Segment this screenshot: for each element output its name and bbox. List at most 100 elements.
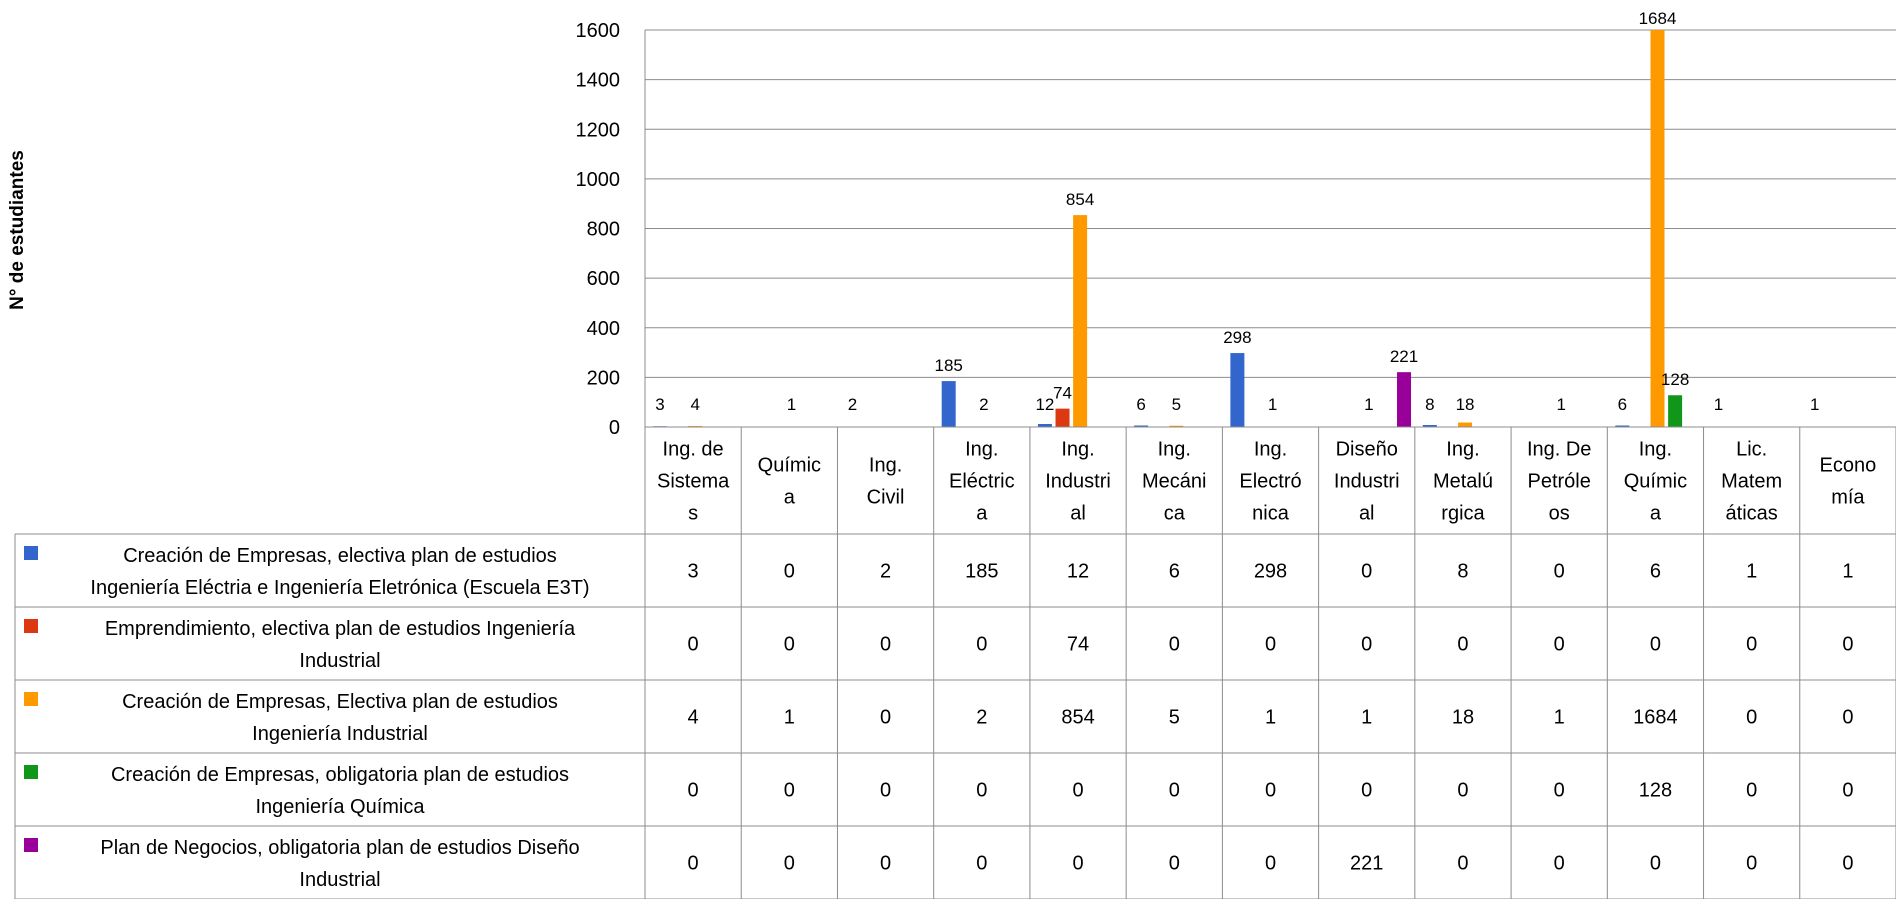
category-label: a — [784, 487, 796, 509]
data-label: 128 — [1661, 370, 1689, 389]
gridlines — [644, 29, 1896, 428]
category-label: Civil — [867, 487, 905, 509]
data-label: 221 — [1390, 347, 1418, 366]
category-label: Sistema — [657, 471, 730, 493]
table-cell: 0 — [976, 780, 987, 802]
category-label: Matem — [1721, 471, 1782, 493]
table-cell: 0 — [1842, 780, 1853, 802]
y-tick-label: 800 — [587, 219, 620, 241]
bar — [1037, 424, 1052, 427]
table-cell: 1 — [1842, 561, 1853, 583]
table-cell: 1 — [1746, 561, 1757, 583]
table-cell: 0 — [1554, 561, 1565, 583]
table-cell: 1 — [1361, 707, 1372, 729]
y-axis-ticks: 0 200 400 600 800 1000 1200 1400 1600 — [576, 20, 621, 439]
category-label: Ing. — [1639, 439, 1672, 461]
table-cell: 298 — [1254, 561, 1287, 583]
category-label: Diseño — [1336, 439, 1398, 461]
table-cell: 0 — [1457, 853, 1468, 875]
table-cell: 0 — [1265, 853, 1276, 875]
category-label: Eléctric — [949, 471, 1015, 493]
legend-label: Ingeniería Industrial — [252, 723, 428, 745]
table-cell: 4 — [688, 707, 699, 729]
data-label: 4 — [690, 395, 699, 414]
table-cell: 1 — [784, 707, 795, 729]
table-cell: 0 — [1361, 634, 1372, 656]
table-cell: 0 — [1361, 780, 1372, 802]
bar — [1397, 372, 1412, 427]
data-label: 6 — [1136, 395, 1145, 414]
data-label: 3 — [655, 395, 664, 414]
table-cell: 128 — [1639, 780, 1672, 802]
table-cell: 2 — [976, 707, 987, 729]
bar — [941, 381, 956, 427]
data-label: 18 — [1456, 395, 1475, 414]
table-cell: 8 — [1457, 561, 1468, 583]
category-label: al — [1359, 503, 1375, 525]
bar — [1169, 425, 1184, 427]
table-cell: 0 — [1169, 853, 1180, 875]
data-label: 6 — [1618, 395, 1627, 414]
table-cell: 5 — [1169, 707, 1180, 729]
data-label: 12 — [1035, 395, 1054, 414]
table-cell: 0 — [1842, 853, 1853, 875]
table-cell: 0 — [880, 853, 891, 875]
category-label: Ing. de — [663, 439, 724, 461]
legend-label: Plan de Negocios, obligatoria plan de es… — [100, 837, 579, 859]
data-label: 298 — [1223, 328, 1251, 347]
legend-label: Industrial — [299, 869, 380, 891]
category-label: os — [1549, 503, 1570, 525]
data-label: 2 — [848, 395, 857, 414]
table-cell: 0 — [880, 707, 891, 729]
table-cell: 0 — [976, 634, 987, 656]
category-label: Metalú — [1433, 471, 1493, 493]
category-label: Electró — [1239, 471, 1301, 493]
table-cell: 1 — [1554, 707, 1565, 729]
data-label: 854 — [1066, 190, 1094, 209]
y-tick-label: 200 — [587, 367, 620, 389]
legend-swatch — [24, 838, 38, 852]
y-tick-label: 1400 — [576, 70, 621, 92]
bar — [1055, 408, 1070, 427]
legend-swatch — [24, 692, 38, 706]
table-cell: 0 — [1650, 853, 1661, 875]
table-cell: 854 — [1061, 707, 1094, 729]
table-cell: 0 — [1842, 634, 1853, 656]
table-cell: 0 — [1457, 634, 1468, 656]
bar — [1458, 422, 1473, 427]
category-label: Ing. De — [1527, 439, 1591, 461]
data-label: 1 — [1364, 395, 1373, 414]
table-cell: 0 — [1842, 707, 1853, 729]
bar — [1422, 425, 1437, 427]
y-tick-label: 1200 — [576, 119, 621, 141]
table-cell: 0 — [1457, 780, 1468, 802]
bars — [653, 30, 1822, 427]
y-tick-label: 1000 — [576, 169, 621, 191]
table-cell: 0 — [784, 853, 795, 875]
data-label: 74 — [1053, 384, 1072, 403]
y-tick-label: 600 — [587, 268, 620, 290]
data-label: 1 — [1810, 395, 1819, 414]
table-cell: 0 — [1746, 853, 1757, 875]
table-cell: 185 — [965, 561, 998, 583]
category-label: s — [688, 503, 698, 525]
category-label: Ing. — [1446, 439, 1479, 461]
bar — [1230, 353, 1245, 427]
table-cell: 0 — [1072, 853, 1083, 875]
bar — [1615, 425, 1630, 427]
table-cell: 0 — [1650, 634, 1661, 656]
category-label: Econo — [1820, 455, 1877, 477]
table-cell: 1 — [1265, 707, 1276, 729]
category-label: nica — [1252, 503, 1290, 525]
category-label: Ing. — [1158, 439, 1191, 461]
category-label: rgica — [1441, 503, 1485, 525]
table-cell: 3 — [688, 561, 699, 583]
bar — [1650, 30, 1665, 427]
table-cell: 6 — [1650, 561, 1661, 583]
data-label: 5 — [1172, 395, 1181, 414]
category-label: a — [1650, 503, 1662, 525]
legend-label: Ingeniería Eléctria e Ingeniería Eletrón… — [90, 577, 589, 599]
data-label: 1 — [787, 395, 796, 414]
table-cell: 6 — [1169, 561, 1180, 583]
category-label: Petróle — [1528, 471, 1591, 493]
